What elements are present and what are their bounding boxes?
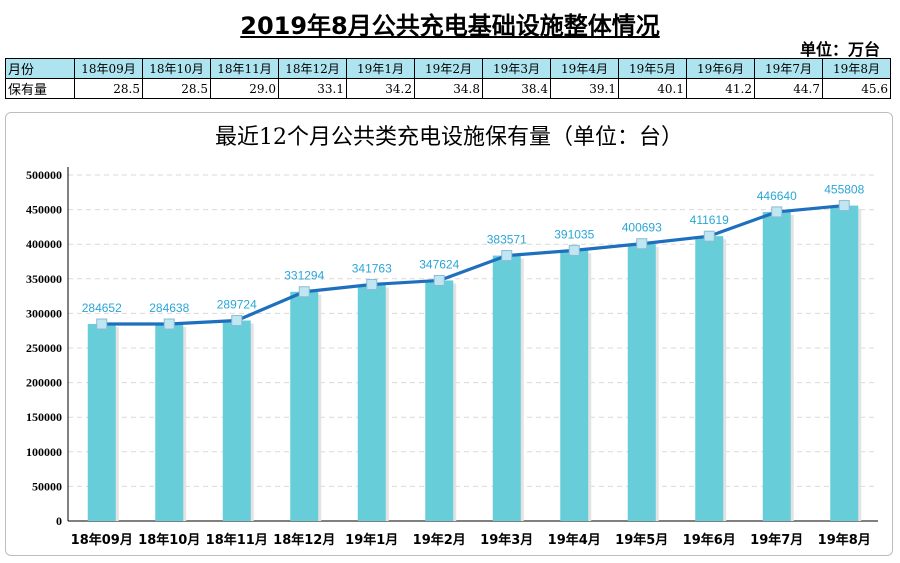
x-tick-label: 19年4月 (548, 532, 601, 548)
x-tick-label: 19年7月 (750, 532, 803, 548)
data-label: 331294 (284, 269, 324, 283)
month-cell: 18年11月 (210, 58, 279, 79)
bar (87, 324, 116, 521)
month-cell: 19年7月 (754, 58, 823, 79)
month-cell: 18年09月 (74, 58, 143, 79)
chart-plot: 0 50000 100000 150000 200000 250000 300000 3500… (26, 167, 878, 548)
x-tick-label: 18年10月 (138, 532, 200, 548)
data-label: 391035 (554, 227, 594, 241)
value-row-header: 保有量 (5, 78, 75, 99)
line-marker (231, 315, 243, 327)
value-cell: 39.1 (550, 78, 619, 99)
value-cell: 28.5 (74, 78, 143, 99)
value-cell: 34.8 (414, 78, 483, 99)
x-tick-label: 18年12月 (273, 532, 335, 548)
month-cell: 19年1月 (346, 58, 415, 79)
month-cell: 18年10月 (142, 58, 211, 79)
series-line (101, 203, 845, 326)
month-row-header: 月份 (5, 58, 75, 79)
value-cell: 34.2 (346, 78, 415, 99)
line-marker (636, 238, 648, 250)
value-cell: 44.7 (754, 78, 823, 99)
data-label: 383571 (487, 233, 527, 247)
bar (560, 250, 589, 521)
bar (762, 211, 791, 521)
month-cell: 19年5月 (618, 58, 687, 79)
y-tick-label: 500000 (26, 168, 62, 182)
bar (222, 320, 251, 521)
line-marker (703, 230, 715, 242)
x-tick-label: 19年3月 (480, 532, 533, 548)
month-cell: 18年12月 (278, 58, 347, 79)
x-tick-label: 19年8月 (818, 532, 871, 548)
data-label: 284638 (149, 301, 189, 315)
y-tick-label: 100000 (26, 445, 62, 459)
bar (695, 236, 724, 521)
y-tick-label: 250000 (26, 341, 62, 355)
value-cell: 33.1 (278, 78, 347, 99)
y-tick-label: 350000 (26, 272, 62, 286)
bar (425, 280, 454, 521)
chart-title: 最近12个月公共类充电设施保有量（单位：台） (215, 125, 683, 150)
x-tick-label: 18年11月 (206, 532, 268, 548)
x-tick-label: 19年2月 (413, 532, 466, 548)
bar (155, 324, 184, 521)
value-cell: 29.0 (210, 78, 279, 99)
bar (627, 243, 656, 521)
line-marker (298, 286, 310, 298)
line-marker (501, 250, 513, 262)
value-cell: 38.4 (482, 78, 551, 99)
month-cell: 19年4月 (550, 58, 619, 79)
line-marker (163, 318, 175, 330)
y-tick-label: 400000 (26, 237, 62, 251)
y-tick-label: 200000 (26, 376, 62, 390)
page-title: 2019年8月公共充电基础设施整体情况 (240, 12, 660, 40)
y-tick-label: 50000 (32, 479, 62, 493)
data-label: 446640 (757, 189, 797, 203)
line-marker (838, 200, 850, 212)
data-label: 347624 (419, 257, 459, 271)
bar (830, 205, 859, 521)
data-label: 284652 (82, 301, 122, 315)
x-tick-label: 19年5月 (615, 532, 668, 548)
data-label: 289724 (217, 298, 257, 312)
month-cell: 19年2月 (414, 58, 483, 79)
line-marker (433, 274, 445, 286)
value-cell: 45.6 (822, 78, 891, 99)
month-cell: 19年8月 (822, 58, 891, 79)
bar (492, 255, 521, 522)
line-marker (568, 244, 580, 256)
data-label: 411619 (690, 213, 729, 227)
x-tick-label: 18年09月 (71, 532, 133, 548)
value-cell: 40.1 (618, 78, 687, 99)
month-cell: 19年3月 (482, 58, 551, 79)
value-cell: 41.2 (686, 78, 755, 99)
unit-label: 单位：万台 (799, 40, 880, 59)
bar (357, 284, 386, 521)
data-label: 400693 (622, 221, 662, 235)
value-row: 保有量 28.5 28.5 29.0 33.1 34.2 34.8 38.4 3… (5, 78, 891, 99)
y-tick-label: 300000 (26, 306, 62, 320)
month-row: 月份 18年09月 18年10月 18年11月 18年12月 19年1月 19年… (5, 58, 891, 79)
x-tick-label: 19年1月 (345, 532, 398, 548)
chart-container: 最近12个月公共类充电设施保有量（单位：台） 0 50000 100000 15000… (5, 112, 893, 556)
bar (290, 291, 319, 521)
y-tick-label: 450000 (26, 203, 62, 217)
line-marker (366, 279, 378, 290)
summary-table: 月份 18年09月 18年10月 18年11月 18年12月 19年1月 19年… (5, 58, 891, 99)
data-label: 341763 (352, 262, 392, 276)
line-marker (96, 318, 108, 330)
month-cell: 19年6月 (686, 58, 755, 79)
value-cell: 28.5 (142, 78, 211, 99)
data-label: 455808 (824, 183, 864, 197)
y-tick-label: 0 (56, 514, 62, 528)
line-marker (771, 206, 783, 218)
x-tick-label: 19年6月 (683, 532, 736, 548)
y-tick-label: 150000 (26, 410, 62, 424)
